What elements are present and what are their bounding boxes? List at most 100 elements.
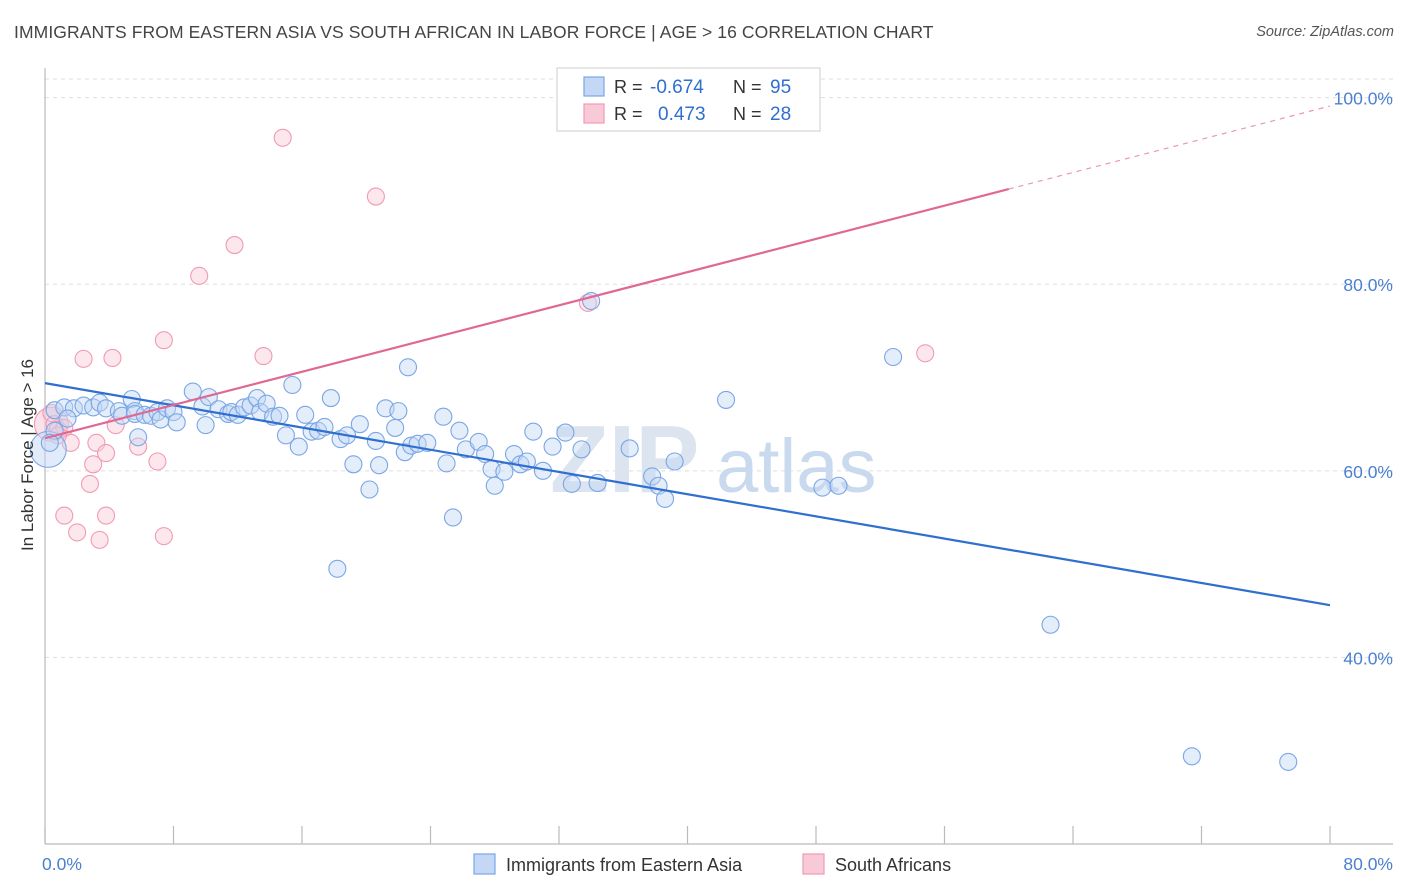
scatter-point-eastern-asia [360, 480, 379, 499]
y-axis-label: In Labor Force | Age > 16 [18, 359, 37, 551]
scatter-point-eastern-asia [58, 409, 77, 428]
y-tick-labels: 40.0% 60.0% 80.0% 100.0% [1334, 89, 1393, 669]
legend-swatch-pink [583, 103, 605, 124]
scatter-point-eastern-asia [196, 416, 215, 435]
scatter-point-south-africans [103, 348, 122, 367]
y-tick-label: 80.0% [1343, 275, 1393, 295]
scatter-point-south-africans [96, 506, 116, 525]
scatter-point-eastern-asia [556, 423, 575, 442]
scatter-point-eastern-asia [450, 421, 469, 440]
scatter-point-eastern-asia [283, 375, 302, 395]
scatter-point-south-africans [96, 444, 116, 463]
scatter-point-south-africans [366, 187, 385, 206]
scatter-point-south-africans [90, 530, 109, 549]
scatter-point-south-africans [129, 437, 148, 456]
legend-n-value-2: 28 [770, 104, 791, 125]
y-tick-label: 60.0% [1343, 462, 1393, 482]
legend-r-label-2: R = [614, 104, 643, 124]
scatter-point-eastern-asia [257, 394, 276, 413]
scatter-point-eastern-asia [434, 407, 453, 426]
scatter-point-eastern-asia [562, 474, 581, 493]
scatter-point-eastern-asia [1182, 747, 1201, 766]
legend-r-label-1: R = [614, 77, 643, 97]
scatter-point-eastern-asia [289, 437, 308, 456]
scatter-point-eastern-asia [247, 389, 267, 408]
scatter-point-south-africans [68, 523, 87, 542]
scatter-point-south-africans [148, 452, 167, 471]
scatter-point-eastern-asia [29, 430, 67, 468]
x-tick-label: 0.0% [42, 854, 82, 874]
legend-n-label-2: N = [733, 104, 762, 124]
scatter-point-eastern-asia [1279, 752, 1298, 771]
scatter-point-eastern-asia [350, 415, 369, 434]
scatter-point-eastern-asia [84, 398, 103, 417]
scatter-point-eastern-asia [296, 405, 315, 424]
stats-legend: R = -0.674 N = 95 R = 0.473 N = 28 [556, 67, 821, 132]
legend-n-label-1: N = [733, 77, 762, 97]
scatter-point-eastern-asia [495, 462, 514, 481]
scatter-point-eastern-asia [344, 455, 363, 474]
x-tick-labels: 0.0% 80.0% [42, 854, 1393, 874]
scatter-point-eastern-asia [389, 402, 408, 421]
scatter-point-eastern-asia [443, 508, 463, 527]
scatter-point-eastern-asia [370, 456, 389, 475]
scatter-point-eastern-asia [398, 358, 418, 377]
scatter-point-south-africans [154, 527, 173, 546]
scatter-point-eastern-asia [655, 489, 675, 508]
trend-line-eastern-asia [44, 382, 1331, 607]
scatter-point-south-africans [55, 506, 74, 525]
scatter-point-eastern-asia [643, 467, 662, 486]
scatter-point-south-africans [916, 344, 935, 363]
scatter-point-eastern-asia [620, 439, 639, 458]
scatter-point-eastern-asia [829, 476, 848, 495]
scatter-point-eastern-asia [884, 347, 903, 367]
scatter-point-eastern-asia [241, 396, 260, 415]
scatter-point-eastern-asia [321, 389, 340, 408]
scatter-point-eastern-asia [167, 413, 186, 432]
legend-n-value-1: 95 [770, 77, 791, 98]
scatter-point-eastern-asia [1041, 615, 1060, 634]
y-tick-label: 40.0% [1343, 648, 1393, 668]
scatter-point-eastern-asia [418, 433, 437, 452]
scatter-point-eastern-asia [572, 440, 591, 459]
watermark-atlas: atlas [716, 424, 877, 509]
watermark: ZIP atlas [550, 406, 877, 513]
scatter-point-eastern-asia [665, 452, 684, 471]
scatter-point-south-africans [84, 455, 103, 474]
x-tick-label: 80.0% [1343, 854, 1393, 874]
scatter-point-eastern-asia [395, 443, 414, 462]
scatter-point-eastern-asia [55, 398, 74, 417]
scatter-point-eastern-asia [164, 403, 183, 422]
scatter-point-south-africans [190, 266, 209, 285]
scatter-point-eastern-asia [437, 454, 456, 473]
scatter-point-eastern-asia [716, 390, 736, 409]
trend-lines [44, 105, 1331, 607]
scatter-point-south-africans [273, 128, 292, 147]
series-legend-swatch-pink [802, 853, 825, 875]
trend-line-south-africans [44, 188, 1010, 440]
scatter-point-eastern-asia [386, 418, 405, 437]
legend-swatch-blue [583, 76, 605, 97]
chart-source: Source: ZipAtlas.com [1256, 24, 1394, 40]
scatter-point-eastern-asia [328, 559, 347, 578]
series-legend-label-pink: South Africans [835, 855, 951, 875]
legend-r-value-1: -0.674 [650, 77, 704, 98]
watermark-zip: ZIP [550, 406, 699, 513]
legend-r-value-2: 0.473 [658, 104, 706, 125]
scatter-point-eastern-asia [129, 428, 148, 447]
y-tick-label: 100.0% [1334, 89, 1393, 109]
scatter-point-south-africans [154, 331, 173, 350]
scatter-point-eastern-asia [276, 426, 295, 445]
scatter-point-south-africans [225, 236, 244, 255]
trend-line-extension-south-africans [1008, 105, 1331, 190]
scatter-point-eastern-asia [485, 476, 504, 495]
series-legend: Immigrants from Eastern Asia South Afric… [473, 853, 951, 875]
scatter-point-south-africans [74, 349, 93, 368]
scatter-point-south-africans [80, 474, 100, 493]
grid-lines [45, 78, 1393, 658]
chart-title: IMMIGRANTS FROM EASTERN ASIA VS SOUTH AF… [14, 22, 934, 42]
scatter-point-eastern-asia [543, 437, 562, 456]
scatter-point-eastern-asia [524, 422, 543, 441]
series-eastern-asia [29, 291, 1298, 771]
